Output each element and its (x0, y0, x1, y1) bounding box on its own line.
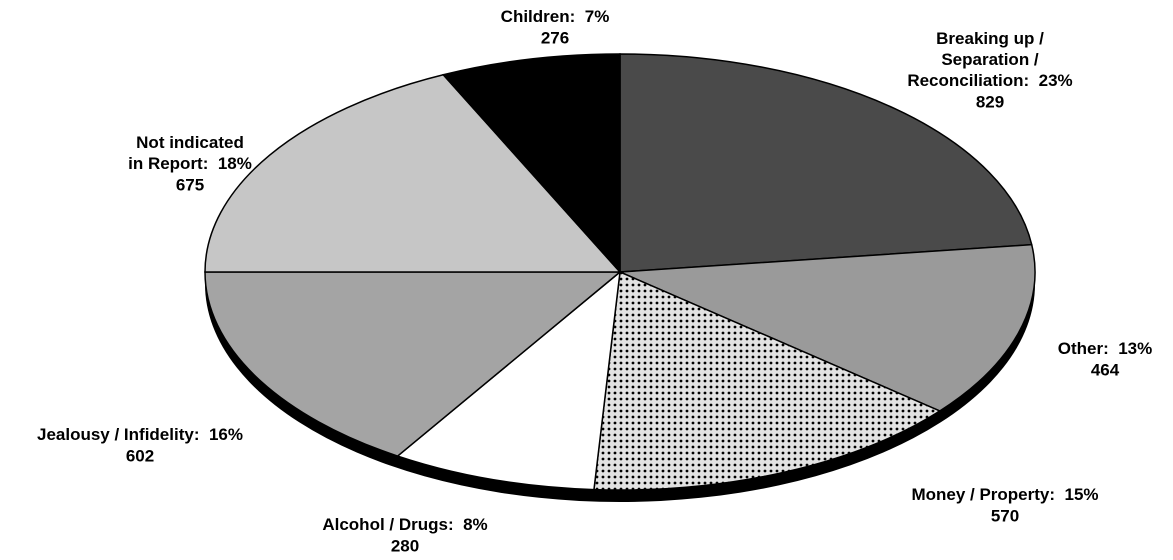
category-name: Children: (501, 7, 576, 26)
percent-label: 23% (1039, 71, 1073, 90)
slice-label: Reconciliation: 23% (907, 71, 1072, 90)
pie-slice (441, 53, 621, 274)
percent-label: 7% (585, 7, 610, 26)
category-name: in Report: (128, 154, 208, 173)
percent-label: 8% (463, 515, 488, 534)
pie-slice (204, 73, 622, 273)
percent-label: 13% (1118, 339, 1152, 358)
category-name: Alcohol / Drugs: (322, 515, 453, 534)
percent-label: 18% (218, 154, 252, 173)
slice-label: Separation / (941, 50, 1039, 69)
pie-slice (204, 271, 623, 457)
slice-label: Breaking up / (936, 29, 1044, 48)
slice-label: Other: 13% (1058, 339, 1152, 358)
category-name: Separation / (941, 50, 1039, 69)
count-label: 829 (976, 92, 1004, 111)
count-label: 675 (176, 175, 204, 194)
percent-label: 16% (209, 425, 243, 444)
slice-label: Children: 7% (501, 7, 610, 26)
count-label: 276 (541, 28, 569, 47)
count-label: 280 (391, 536, 419, 555)
count-label: 602 (126, 446, 154, 465)
category-name: Jealousy / Infidelity: (37, 425, 200, 444)
slice-label: Alcohol / Drugs: 8% (322, 515, 487, 534)
slice-label: Not indicated (136, 133, 244, 152)
category-name: Not indicated (136, 133, 244, 152)
percent-label: 15% (1065, 485, 1099, 504)
slice-label: in Report: 18% (128, 154, 252, 173)
category-name: Other: (1058, 339, 1109, 358)
count-label: 570 (991, 506, 1019, 525)
category-name: Reconciliation: (907, 71, 1029, 90)
pie-slice (396, 270, 621, 491)
slice-label: Money / Property: 15% (911, 485, 1098, 504)
category-name: Money / Property: (911, 485, 1055, 504)
pie-slice (619, 53, 1033, 273)
category-name: Breaking up / (936, 29, 1044, 48)
count-label: 464 (1091, 360, 1120, 379)
slice-label: Jealousy / Infidelity: 16% (37, 425, 243, 444)
